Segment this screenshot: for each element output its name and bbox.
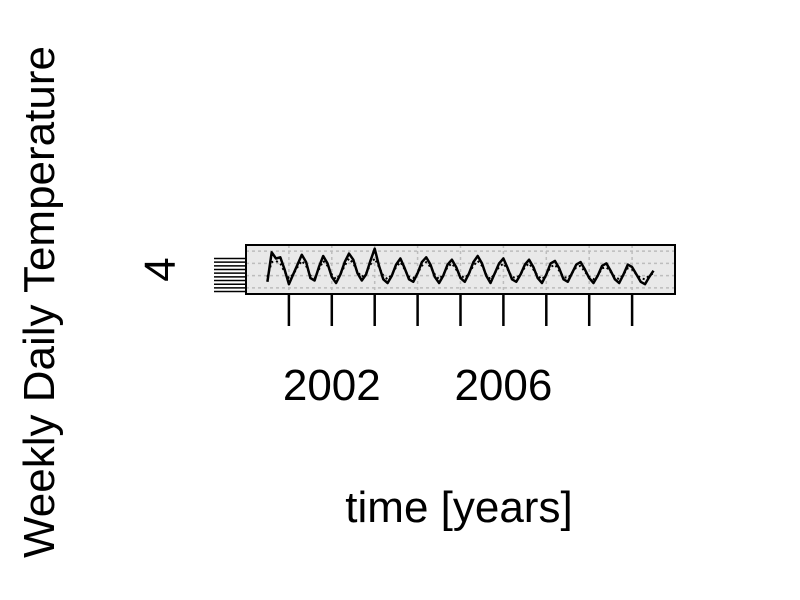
series-line-1 xyxy=(266,247,655,286)
x-tick-label: 2002 xyxy=(283,361,381,410)
y-tick-label: 4 xyxy=(136,257,185,281)
series-line-2 xyxy=(266,257,654,281)
y-axis-title: Weekly Daily Temperature xyxy=(15,46,64,558)
x-tick-label: 2006 xyxy=(454,361,552,410)
series-group xyxy=(266,247,655,286)
x-tick-labels: 2002 2006 xyxy=(283,361,552,410)
y-minor-ticks xyxy=(214,257,246,293)
x-axis-title: time [years] xyxy=(345,483,572,532)
x-ticks xyxy=(287,295,634,326)
